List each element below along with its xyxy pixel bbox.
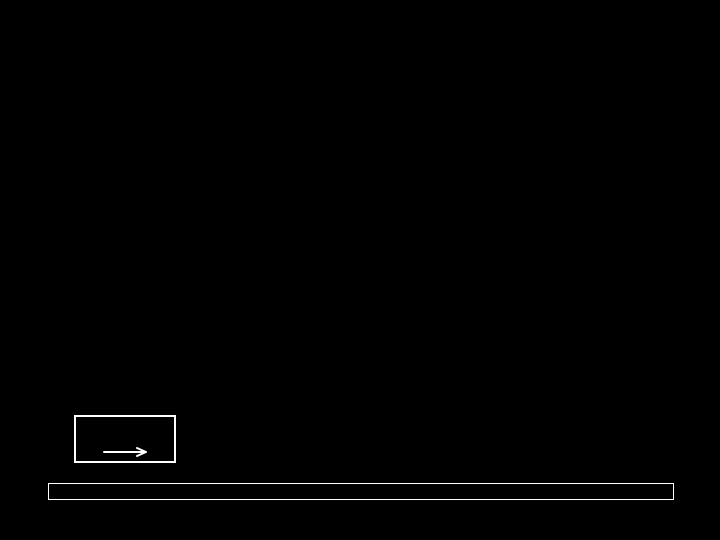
wind-scale-box	[74, 415, 176, 463]
colorbar-ticks	[48, 501, 672, 519]
wind-scale-arrow-icon	[103, 447, 147, 457]
pressure-colorbar	[48, 483, 674, 500]
